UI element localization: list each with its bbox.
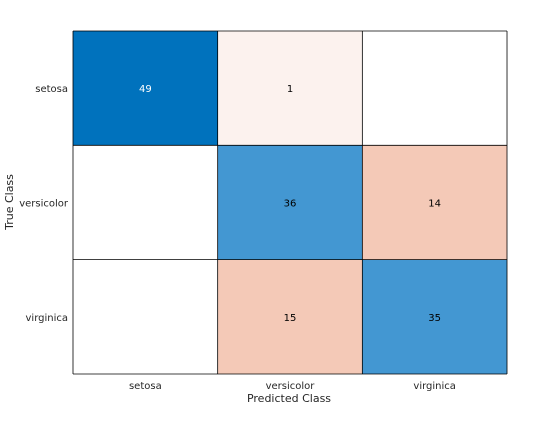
x-tick-label-virginica: virginica	[413, 381, 456, 392]
cell-versicolor-versicolor	[217, 145, 363, 260]
y-tick-label-setosa: setosa	[35, 84, 68, 95]
x-tick-label-versicolor: versicolor	[266, 381, 316, 392]
cell-setosa-virginica	[362, 31, 508, 146]
cell-labels-layer: 49 1 36 14 15 35	[139, 84, 441, 324]
y-axis-label: True Class	[3, 174, 16, 231]
cell-value-versicolor-virginica: 14	[428, 198, 441, 209]
x-axis-label: Predicted Class	[247, 392, 331, 405]
cell-setosa-setosa	[73, 31, 218, 146]
cell-setosa-versicolor	[217, 31, 363, 146]
y-tick-label-versicolor: versicolor	[19, 198, 69, 209]
cell-virginica-virginica	[362, 259, 508, 374]
y-tick-labels: setosa versicolor virginica	[19, 84, 69, 324]
y-tick-label-virginica: virginica	[26, 313, 69, 324]
cell-value-versicolor-versicolor: 36	[284, 198, 297, 209]
cell-value-virginica-virginica: 35	[428, 313, 441, 324]
cell-value-virginica-versicolor: 15	[284, 313, 297, 324]
cell-versicolor-virginica	[362, 145, 508, 260]
cell-versicolor-setosa	[73, 145, 218, 260]
x-tick-labels: setosa versicolor virginica	[129, 381, 456, 392]
cell-value-setosa-setosa: 49	[139, 84, 152, 95]
cell-virginica-setosa	[73, 259, 218, 374]
x-tick-label-setosa: setosa	[129, 381, 162, 392]
cells-layer	[73, 31, 508, 374]
cell-value-setosa-versicolor: 1	[287, 84, 293, 95]
grid-layer	[72, 30, 508, 375]
cell-virginica-versicolor	[217, 259, 363, 374]
